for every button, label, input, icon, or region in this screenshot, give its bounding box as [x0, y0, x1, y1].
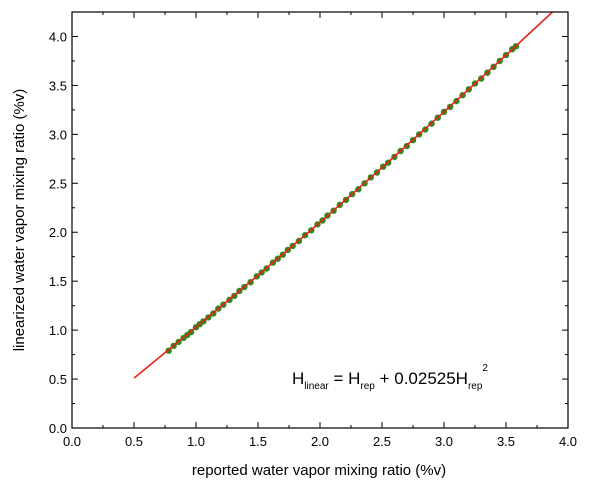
x-tick-label: 4.0	[559, 434, 577, 449]
fit-line	[133, 12, 554, 379]
x-tick-label: 0.5	[125, 434, 143, 449]
equation-superscript: 2	[482, 363, 488, 374]
y-tick-label: 0.5	[49, 372, 67, 387]
x-tick-label: 3.0	[435, 434, 453, 449]
y-tick-label: 2.5	[49, 176, 67, 191]
plot-inner	[133, 12, 554, 379]
equation-text: H	[292, 369, 304, 388]
y-tick-label: 3.0	[49, 127, 67, 142]
plot-layer	[133, 12, 554, 379]
y-tick-label: 1.0	[49, 323, 67, 338]
equation-text: = H	[329, 369, 361, 388]
y-tick-label: 2.0	[49, 225, 67, 240]
x-tick-label: 1.5	[249, 434, 267, 449]
y-tick-label: 3.5	[49, 78, 67, 93]
equation-text: + 0.02525H	[375, 369, 468, 388]
y-tick-label: 1.5	[49, 274, 67, 289]
equation-subscript: rep	[468, 381, 483, 392]
equation-subscript: rep	[360, 381, 375, 392]
x-tick-label: 1.0	[187, 434, 205, 449]
axes-layer: 0.0 0.5 1.0 1.5 2.0 2.5 3.0 3.5 4.0 0.0 0.5 1.0 1.5 2…	[49, 11, 577, 449]
x-tick-label: 3.5	[497, 434, 515, 449]
x-tick-label: 2.0	[311, 434, 329, 449]
x-tick-label: 2.5	[373, 434, 391, 449]
y-axis-label: linearized water vapor mixing ratio (%v)	[11, 89, 28, 352]
x-tick-label: 0.0	[63, 434, 81, 449]
x-axis-label: reported water vapor mixing ratio (%v)	[192, 462, 446, 479]
fit-equation: Hlinear = Hrep + 0.02525Hrep2	[292, 363, 488, 392]
equation-subscript: linear	[304, 381, 329, 392]
y-tick-label: 0.0	[49, 421, 67, 436]
y-tick-label: 4.0	[49, 29, 67, 44]
